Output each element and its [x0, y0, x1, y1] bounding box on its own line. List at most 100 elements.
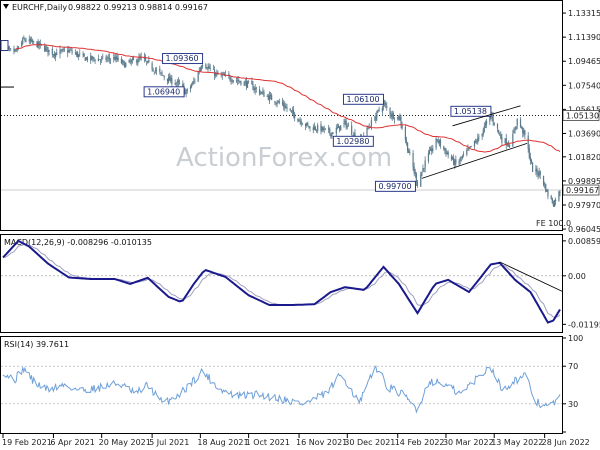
price-grid: [1, 115, 562, 191]
candle-body: [62, 49, 64, 50]
candle-body: [552, 203, 555, 207]
candle-body: [428, 150, 431, 155]
candle-body: [555, 199, 557, 202]
candle-body: [113, 57, 115, 59]
price-tick-label: 1.03690: [568, 129, 600, 138]
moving-average-line: [16, 44, 561, 153]
candle-body: [466, 150, 468, 155]
level-label-box-partial: [0, 40, 9, 52]
candle-body: [313, 126, 315, 130]
candle-body: [404, 127, 406, 141]
candle-body: [200, 67, 203, 70]
candle-body: [397, 116, 399, 119]
candle-body: [269, 94, 272, 96]
level-label-box: [332, 135, 374, 147]
macd-trendline: [499, 261, 563, 292]
candle-body: [85, 57, 87, 60]
candle-body: [537, 174, 539, 176]
candle-body: [413, 166, 415, 173]
candle-body: [507, 143, 510, 146]
candle-body: [375, 116, 377, 121]
candle-body: [305, 123, 307, 126]
candle-body: [129, 61, 131, 62]
candle-body: [321, 126, 323, 131]
candle-body: [199, 68, 201, 72]
candle-body: [90, 55, 92, 61]
candle-body: [182, 84, 184, 87]
candle-body: [400, 116, 402, 125]
candle-body: [422, 168, 424, 172]
candle-body: [115, 56, 117, 60]
candle-body: [370, 120, 373, 127]
candle-body: [421, 171, 423, 176]
candle-body: [292, 109, 295, 115]
candle-body: [383, 102, 386, 104]
candle-body: [267, 95, 269, 100]
date-tick-label: 1 Oct 2021: [246, 438, 290, 447]
candle-body: [385, 103, 387, 106]
candle-body: [391, 113, 393, 118]
candle-body: [300, 121, 302, 125]
price-tick-label: 1.11390: [568, 33, 600, 42]
candle-body: [101, 57, 103, 60]
candle-body: [322, 127, 324, 131]
candle-body: [535, 168, 537, 172]
candle-body: [519, 119, 522, 127]
candle-body: [377, 110, 379, 111]
candle-body: [390, 115, 392, 117]
candle-body: [130, 60, 132, 63]
candle-body: [170, 77, 172, 82]
candle-body: [294, 113, 296, 119]
candle-body: [366, 127, 368, 137]
candle-body: [97, 58, 99, 62]
candle-body: [121, 60, 124, 63]
rsi-tick-label: 100: [568, 334, 583, 343]
candle-body: [513, 130, 515, 134]
candle-body: [546, 189, 548, 192]
candle-body: [53, 54, 56, 56]
candle-body: [271, 95, 273, 101]
candle-body: [105, 56, 107, 61]
candle-body: [174, 83, 176, 85]
candle-body: [152, 69, 154, 71]
candle-body: [451, 157, 454, 160]
candle-body: [447, 152, 449, 156]
candle-body: [345, 120, 347, 128]
candle-body: [48, 49, 50, 52]
candle-body: [458, 161, 460, 165]
candle-body: [320, 124, 322, 132]
macd-tick-label: 0.008599: [568, 237, 600, 246]
candle-body: [536, 168, 538, 174]
macd-axis: 0.008599 0.00 -0.011958: [562, 237, 600, 329]
macd-title: MACD(12,26,9) -0.008296 -0.010135: [4, 238, 152, 247]
candle-body: [248, 81, 250, 82]
candle-body: [32, 40, 34, 43]
candle-body: [524, 130, 526, 135]
candle-body: [44, 46, 46, 51]
candle-body: [14, 50, 16, 51]
header-triangle-icon: [3, 4, 9, 9]
candle-body: [367, 127, 369, 129]
level-label: 0.99700: [378, 182, 411, 191]
candle-body: [46, 47, 48, 49]
candle-body: [56, 52, 58, 56]
candle-body: [162, 75, 164, 76]
candle-body: [462, 153, 465, 155]
candle-body: [500, 134, 502, 139]
candle-body: [39, 43, 41, 45]
candle-body: [376, 111, 378, 118]
candle-body: [431, 148, 433, 152]
candle-body: [470, 145, 472, 147]
candle-body: [109, 59, 112, 61]
candle-body: [328, 128, 330, 130]
candle-body: [22, 38, 24, 44]
level-label: 1.06940: [147, 87, 180, 96]
date-tick-label: 5 Jul 2021: [149, 438, 189, 447]
candle-body: [69, 50, 71, 51]
price-tick-label: 1.07540: [568, 81, 600, 90]
candle-body: [17, 46, 19, 50]
candle-body: [137, 61, 139, 64]
candle-body: [398, 115, 400, 120]
watermark: ActionForex.com: [176, 143, 392, 173]
